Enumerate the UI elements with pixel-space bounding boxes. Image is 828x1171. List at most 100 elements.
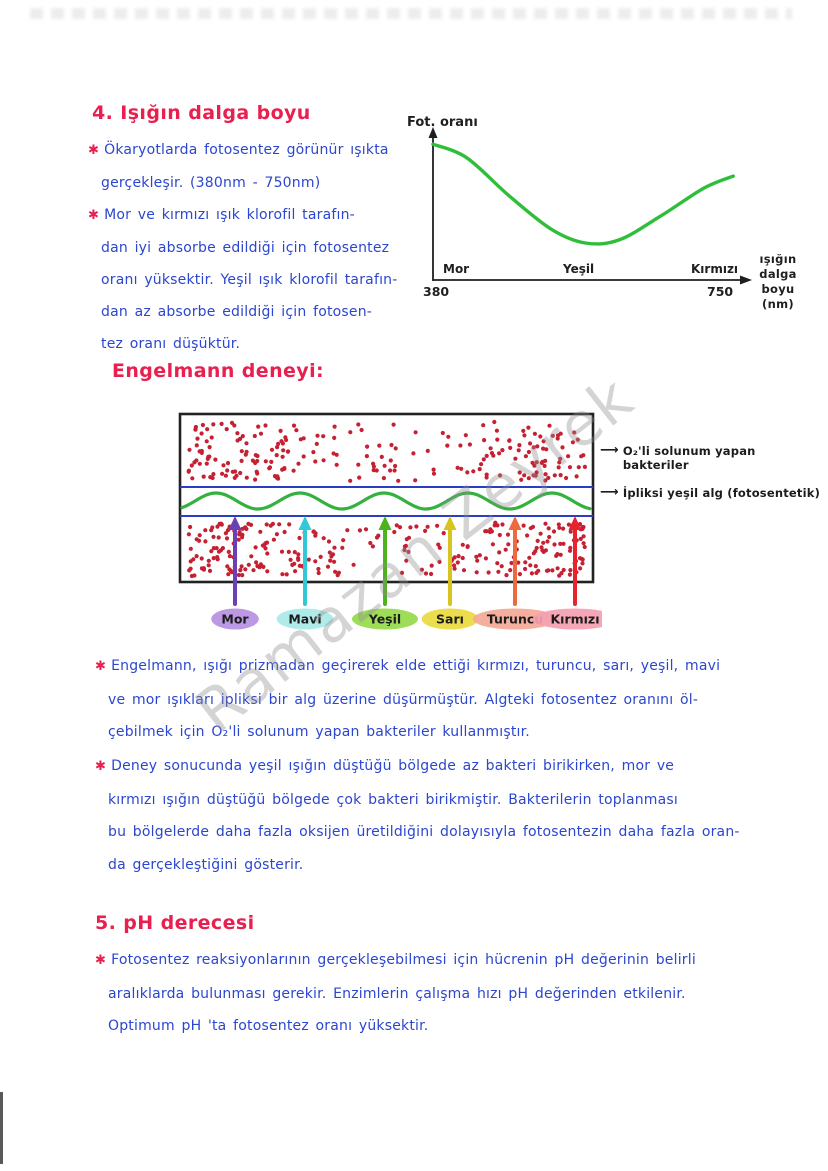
bacteria-dot <box>534 470 539 475</box>
bacteria-dot <box>321 536 326 541</box>
bacteria-dot <box>364 454 369 459</box>
bacteria-dot <box>287 522 292 527</box>
bacteria-dot <box>332 424 337 429</box>
bacteria-dot <box>251 568 256 573</box>
bacteria-dot <box>558 552 563 557</box>
bacteria-dot <box>296 556 301 561</box>
bacteria-dot <box>521 523 526 528</box>
light-label: Mavi <box>288 612 321 627</box>
bacteria-dot <box>335 573 340 578</box>
bacteria-dot <box>530 524 536 529</box>
bacteria-dot <box>226 572 231 577</box>
bacteria-dot <box>572 430 577 435</box>
bacteria-dot <box>211 556 216 561</box>
bacteria-dot <box>238 568 243 573</box>
bacteria-dot <box>568 568 573 573</box>
bacteria-dot <box>332 559 337 564</box>
bacteria-dot <box>541 439 546 444</box>
bacteria-dot <box>483 556 488 561</box>
bacteria-dot <box>236 537 241 542</box>
bacteria-dot <box>557 525 562 530</box>
bacteria-dot <box>423 571 429 576</box>
bacteria-dot <box>488 527 493 532</box>
y-axis-label: Fot. oranı <box>407 115 478 130</box>
bacteria-dot <box>204 439 209 444</box>
bacteria-dot <box>497 473 503 478</box>
bacteria-dot <box>225 461 231 466</box>
bacteria-dot <box>484 453 489 458</box>
note-line: ✱ Engelmann, ışığı prizmadan geçirerek el… <box>95 650 720 684</box>
bacteria-dot <box>446 434 451 439</box>
bacteria-dot <box>394 523 399 528</box>
bacteria-dot <box>452 563 457 568</box>
bacteria-dot <box>558 473 563 478</box>
bacteria-dot <box>288 557 293 562</box>
bacteria-dot <box>460 542 465 547</box>
bacteria-dot <box>578 566 583 571</box>
light-arrowhead-icon <box>443 516 457 530</box>
note-line: gerçekleşir. (380nm - 750nm) <box>88 167 397 199</box>
bacteria-dot <box>534 570 539 575</box>
bacteria-dot <box>580 526 585 531</box>
bacteria-dot <box>504 573 509 578</box>
bacteria-dot <box>441 531 446 536</box>
bacteria-dot <box>465 544 470 549</box>
note-line-text: da gerçekleştiğini gösterir. <box>108 856 304 873</box>
bacteria-dot <box>391 422 396 427</box>
x-tick-kirmizi: Kırmızı <box>691 262 738 276</box>
bacteria-dot <box>541 549 546 554</box>
bacteria-dot <box>199 566 204 571</box>
bacteria-dot <box>292 550 297 555</box>
bacteria-dot <box>582 464 587 469</box>
bacteria-dot <box>558 541 563 546</box>
bacteria-dot <box>556 465 561 470</box>
bacteria-dot <box>555 552 560 557</box>
bacteria-dot <box>301 454 306 459</box>
bacteria-dot <box>539 545 544 550</box>
bacteria-dot <box>467 442 472 447</box>
bacteria-dot <box>240 434 245 439</box>
bacteria-dot <box>508 445 513 450</box>
note-line-text: bu bölgelerde daha fazla oksijen üretild… <box>108 824 740 840</box>
bacteria-dot <box>523 566 528 572</box>
light-label-highlight <box>352 608 418 630</box>
bacteria-dot <box>291 468 296 473</box>
bacteria-dot <box>274 532 279 537</box>
bacteria-dot <box>297 535 302 541</box>
note-line: çebilmek için O₂'li solunum yapan bakter… <box>95 716 720 749</box>
bacteria-dot <box>484 529 489 534</box>
bacteria-dot <box>376 533 381 538</box>
y-axis-arrow-icon <box>428 127 438 138</box>
bacteria-dot <box>526 449 531 455</box>
bacteria-dot <box>272 474 278 479</box>
bacteria-dot <box>365 444 370 449</box>
bacteria-dot <box>268 523 273 528</box>
light-arrowhead-icon <box>568 516 582 530</box>
photosynthesis-rate-curve <box>431 142 735 246</box>
bacteria-dot <box>351 562 356 567</box>
bacteria-dot <box>490 542 495 547</box>
bacteria-dot <box>436 542 441 547</box>
bacteria-dot <box>578 536 583 541</box>
note-line-text: çebilmek için O₂'li solunum yapan bakter… <box>108 724 530 740</box>
light-label-highlight <box>421 608 479 630</box>
bacteria-dot <box>280 441 285 446</box>
bacteria-dot <box>517 443 522 448</box>
x-tick-750: 750 <box>707 284 733 299</box>
bacteria-dot <box>224 536 230 541</box>
bacteria-dot <box>256 424 261 429</box>
annotation-bacteria-text: O₂'li solunum yapan bakteriler <box>622 444 756 472</box>
page-bleedthrough-artifact <box>30 8 792 19</box>
note-line: da gerçekleştiğini gösterir. <box>95 849 740 882</box>
bacteria-dot <box>246 521 251 526</box>
bacteria-dot <box>249 554 254 559</box>
light-label-highlight <box>532 608 602 630</box>
bacteria-dot <box>507 438 512 443</box>
note-line-text: Ökaryotlarda fotosentez görünür ışıkta <box>104 142 389 158</box>
bacteria-dot <box>219 421 224 426</box>
bacteria-dot <box>546 475 551 480</box>
bacteria-dot <box>452 555 457 560</box>
bacteria-dot <box>528 441 533 446</box>
bacteria-dot <box>551 529 557 534</box>
bacteria-dot <box>224 427 229 432</box>
